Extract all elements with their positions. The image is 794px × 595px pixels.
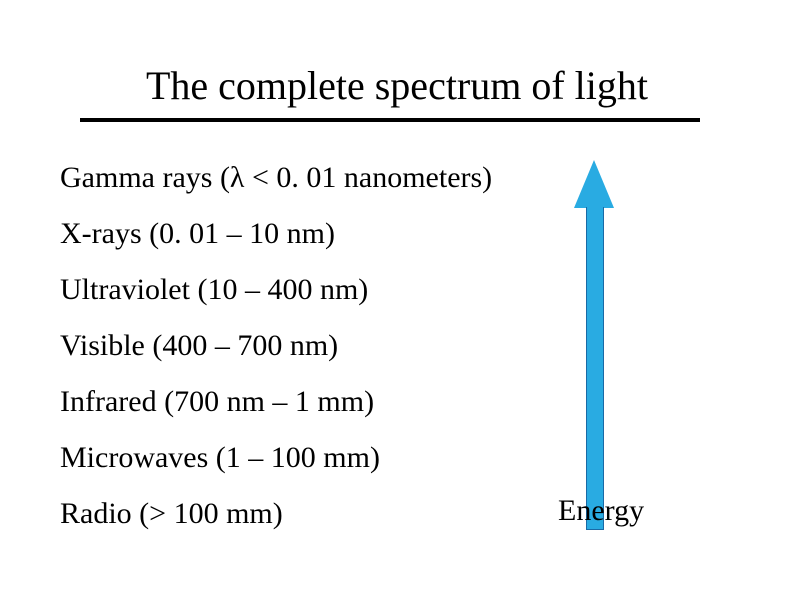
list-item: Radio (> 100 mm)	[60, 496, 520, 532]
spectrum-list: Gamma rays (λ < 0. 01 nanometers) X-rays…	[60, 160, 520, 552]
title-underline	[80, 118, 700, 122]
list-item: X-rays (0. 01 – 10 nm)	[60, 216, 520, 252]
list-item: Visible (400 – 700 nm)	[60, 328, 520, 364]
list-item: Gamma rays (λ < 0. 01 nanometers)	[60, 160, 520, 196]
list-item: Microwaves (1 – 100 mm)	[60, 440, 520, 476]
energy-arrow-icon	[574, 160, 614, 530]
arrow-head	[574, 160, 614, 208]
energy-label: Energy	[558, 494, 644, 528]
list-item: Infrared (700 nm – 1 mm)	[60, 384, 520, 420]
slide: The complete spectrum of light Gamma ray…	[0, 0, 794, 595]
list-item: Ultraviolet (10 – 400 nm)	[60, 272, 520, 308]
arrow-shaft	[586, 207, 604, 530]
slide-title: The complete spectrum of light	[0, 62, 794, 109]
